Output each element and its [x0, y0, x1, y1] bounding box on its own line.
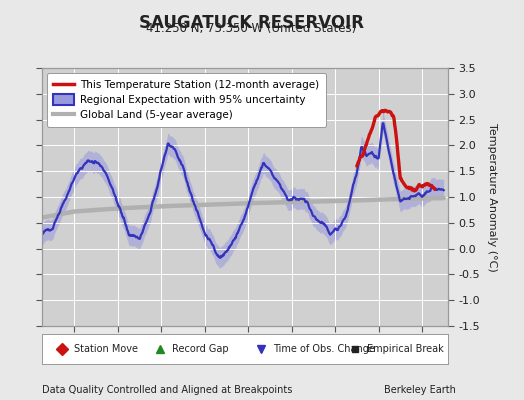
- Text: Time of Obs. Change: Time of Obs. Change: [274, 344, 375, 354]
- Text: Record Gap: Record Gap: [172, 344, 228, 354]
- Text: Empirical Break: Empirical Break: [367, 344, 443, 354]
- Text: 41.250 N, 73.350 W (United States): 41.250 N, 73.350 W (United States): [146, 22, 357, 35]
- Text: Data Quality Controlled and Aligned at Breakpoints: Data Quality Controlled and Aligned at B…: [42, 385, 292, 395]
- Y-axis label: Temperature Anomaly (°C): Temperature Anomaly (°C): [487, 123, 497, 271]
- Text: Berkeley Earth: Berkeley Earth: [384, 385, 456, 395]
- Text: SAUGATUCK RESERVOIR: SAUGATUCK RESERVOIR: [139, 14, 364, 32]
- Text: Station Move: Station Move: [74, 344, 138, 354]
- Legend: This Temperature Station (12-month average), Regional Expectation with 95% uncer: This Temperature Station (12-month avera…: [47, 73, 326, 127]
